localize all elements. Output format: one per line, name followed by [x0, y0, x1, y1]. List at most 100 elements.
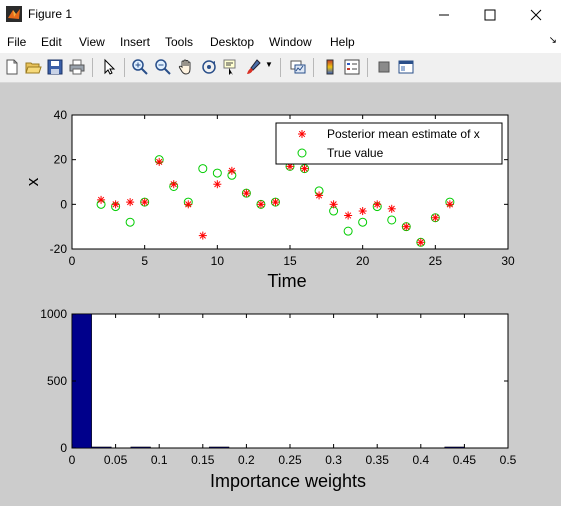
y-tick-label: 40	[54, 108, 68, 122]
estimate-point	[315, 191, 324, 200]
legend[interactable]: Posterior mean estimate of x True value	[275, 122, 503, 165]
x-tick-label: 10	[211, 254, 225, 268]
estimate-point	[300, 164, 309, 173]
estimate-point	[256, 200, 265, 209]
scatter-xlabel: Time	[267, 271, 306, 291]
estimate-point	[329, 200, 338, 209]
maximize-icon	[484, 9, 496, 21]
link-plot-icon[interactable]	[289, 58, 307, 76]
estimate-point	[271, 198, 280, 207]
estimate-point	[373, 200, 382, 209]
estimate-point	[97, 195, 106, 204]
toolbar-separator	[280, 58, 281, 77]
histogram-plot-area[interactable]	[71, 313, 509, 449]
true-value-point	[358, 217, 368, 227]
true-value-point	[125, 217, 135, 227]
estimate-point	[402, 222, 411, 231]
x-tick-label: 0.15	[191, 453, 215, 467]
x-tick-label: 0.35	[366, 453, 390, 467]
brush-dropdown-icon[interactable]: ▼	[265, 60, 273, 69]
x-tick-label: 0	[69, 453, 76, 467]
open-file-icon[interactable]	[24, 58, 42, 76]
data-cursor-icon[interactable]	[222, 58, 240, 76]
matlab-app-icon	[6, 6, 22, 22]
save-icon[interactable]	[46, 58, 64, 76]
histogram-bar	[209, 446, 230, 449]
estimate-point	[227, 166, 236, 175]
estimate-point	[140, 198, 149, 207]
x-tick-label: 0.3	[325, 453, 342, 467]
dock-arrow-icon[interactable]: ↘	[548, 35, 557, 46]
toolbar-separator	[367, 58, 368, 77]
estimate-point	[358, 207, 367, 216]
x-tick-label: 0	[69, 254, 76, 268]
maximize-button[interactable]	[467, 0, 513, 30]
x-tick-label: 20	[356, 254, 370, 268]
brush-icon[interactable]	[245, 58, 263, 76]
menu-tools[interactable]: Tools	[165, 35, 194, 49]
legend-true-marker	[297, 148, 307, 158]
print-icon[interactable]	[68, 58, 86, 76]
new-figure-icon[interactable]	[3, 58, 21, 76]
zoom-in-icon[interactable]	[131, 58, 149, 76]
histogram-xlabel: Importance weights	[210, 471, 366, 491]
estimate-point	[416, 238, 425, 247]
edit-plot-arrow-icon[interactable]	[100, 58, 118, 76]
x-tick-label: 0.05	[104, 453, 128, 467]
estimate-point	[169, 180, 178, 189]
x-tick-label: 0.2	[238, 453, 255, 467]
estimate-point	[155, 157, 164, 166]
hide-plot-tools-icon[interactable]	[375, 58, 393, 76]
legend-icon[interactable]	[343, 58, 361, 76]
scatter-marks	[96, 155, 455, 247]
true-value-point	[198, 164, 208, 174]
x-tick-label: 0.1	[151, 453, 168, 467]
toolbar-separator	[124, 58, 125, 77]
toolbar-separator	[313, 58, 314, 77]
estimate-point	[111, 200, 120, 209]
legend-estimate-label: Posterior mean estimate of x	[327, 127, 480, 141]
true-value-point	[343, 226, 353, 236]
y-tick-label: 1000	[40, 307, 67, 321]
estimate-point	[387, 204, 396, 213]
legend-box	[275, 122, 503, 165]
toolbar-separator	[92, 58, 93, 77]
minimize-button[interactable]	[421, 0, 467, 30]
rotate-3d-icon[interactable]	[200, 58, 218, 76]
legend-estimate-star	[298, 130, 306, 138]
y-tick-label: 0	[60, 441, 67, 455]
close-button[interactable]	[513, 0, 559, 30]
menu-desktop[interactable]: Desktop	[210, 35, 255, 49]
menu-help[interactable]: Help	[330, 35, 355, 49]
colorbar-icon[interactable]	[321, 58, 339, 76]
menu-view[interactable]: View	[79, 35, 105, 49]
minimize-icon	[439, 14, 449, 16]
title-bar: Figure 1	[0, 0, 561, 30]
y-tick-label: 500	[47, 374, 67, 388]
menu-edit[interactable]: Edit	[41, 35, 62, 49]
estimate-point	[431, 213, 440, 222]
x-tick-label: 25	[429, 254, 443, 268]
zoom-out-icon[interactable]	[154, 58, 172, 76]
legend-true-label: True value	[327, 146, 384, 160]
y-tick-label: 20	[54, 153, 68, 167]
close-icon	[530, 9, 542, 21]
estimate-point	[445, 200, 454, 209]
menu-window[interactable]: Window	[269, 35, 312, 49]
menu-file[interactable]: File	[7, 35, 27, 49]
histogram-axes[interactable]: 0 0.05 0.1 0.15 0.2 0.25 0.3 0.35 0.4 0.45 0.5 0 500…	[40, 307, 516, 491]
figure-canvas: 0 5 10 15 20 25 30 -20 0 20 40 Time x Posterior me…	[0, 83, 561, 506]
menu-insert[interactable]: Insert	[120, 35, 151, 49]
estimate-point	[198, 231, 207, 240]
histogram-bar	[130, 446, 151, 449]
y-tick-label: -20	[50, 242, 68, 256]
x-tick-label: 0.25	[278, 453, 302, 467]
x-tick-label: 5	[141, 254, 148, 268]
histogram-bar	[444, 446, 465, 449]
show-plot-tools-icon[interactable]	[397, 58, 415, 76]
pan-hand-icon[interactable]	[177, 58, 195, 76]
x-tick-label: 0.45	[453, 453, 477, 467]
true-value-point	[387, 215, 397, 225]
